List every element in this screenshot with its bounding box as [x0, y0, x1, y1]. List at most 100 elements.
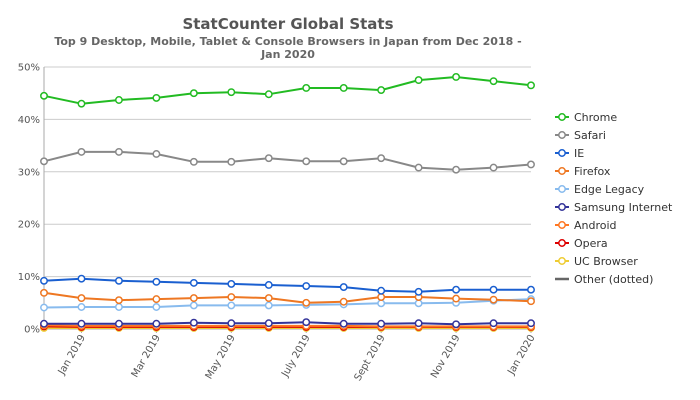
- data-point-ie[interactable]: [527, 285, 535, 294]
- legend-item-ie[interactable]: IE: [555, 147, 584, 160]
- data-point-firefox[interactable]: [452, 294, 461, 303]
- legend-label: Firefox: [574, 165, 611, 178]
- legend-item-opera[interactable]: Opera: [555, 237, 608, 250]
- data-point-safari[interactable]: [302, 157, 311, 166]
- data-point-firefox[interactable]: [302, 298, 311, 307]
- data-point-samsung-internet[interactable]: [40, 319, 48, 328]
- data-point-edge-legacy[interactable]: [114, 303, 123, 311]
- data-point-firefox[interactable]: [189, 294, 198, 303]
- data-point-edge-legacy[interactable]: [152, 303, 161, 311]
- data-point-safari[interactable]: [77, 147, 86, 156]
- data-point-safari[interactable]: [414, 163, 423, 172]
- data-point-chrome[interactable]: [227, 88, 236, 97]
- legend-item-other[interactable]: Other (dotted): [555, 273, 653, 286]
- data-point-samsung-internet[interactable]: [227, 319, 236, 328]
- data-point-chrome[interactable]: [114, 96, 123, 104]
- legend-label: IE: [574, 147, 584, 160]
- data-point-safari[interactable]: [152, 150, 161, 158]
- data-point-samsung-internet[interactable]: [339, 319, 348, 328]
- data-point-edge-legacy[interactable]: [377, 299, 386, 308]
- data-point-ie[interactable]: [40, 276, 48, 285]
- data-point-edge-legacy[interactable]: [264, 301, 273, 310]
- axes: 0% 10% 20% 30% 40% 50% Jan 2019 Mar 2019 May 201…: [18, 63, 538, 384]
- data-point-safari[interactable]: [339, 157, 348, 166]
- data-point-chrome[interactable]: [452, 73, 461, 81]
- x-tick-label: Jan 2019: [56, 333, 88, 378]
- data-point-chrome[interactable]: [527, 81, 535, 90]
- data-point-safari[interactable]: [40, 157, 48, 166]
- data-point-safari[interactable]: [377, 154, 386, 163]
- data-point-firefox[interactable]: [264, 294, 273, 303]
- data-point-ie[interactable]: [377, 286, 386, 295]
- chart-title: StatCounter Global Stats: [182, 15, 393, 33]
- data-point-edge-legacy[interactable]: [77, 303, 86, 311]
- data-point-samsung-internet[interactable]: [77, 319, 86, 328]
- data-point-ie[interactable]: [489, 285, 498, 294]
- legend-item-edge-legacy[interactable]: Edge Legacy: [555, 183, 645, 196]
- data-point-firefox[interactable]: [377, 293, 386, 301]
- data-point-ie[interactable]: [264, 281, 273, 289]
- data-point-safari[interactable]: [452, 165, 461, 174]
- legend-label: Safari: [574, 129, 606, 142]
- data-point-ie[interactable]: [302, 282, 311, 290]
- data-point-samsung-internet[interactable]: [152, 319, 161, 328]
- data-point-samsung-internet[interactable]: [264, 319, 273, 328]
- legend[interactable]: Chrome Safari IE Firefox Edge Legacy Samsung …: [555, 111, 673, 286]
- data-point-edge-legacy[interactable]: [227, 301, 236, 310]
- data-point-safari[interactable]: [114, 147, 123, 156]
- data-point-chrome[interactable]: [489, 77, 498, 86]
- legend-item-firefox[interactable]: Firefox: [555, 165, 611, 178]
- data-point-ie[interactable]: [339, 283, 348, 292]
- data-point-chrome[interactable]: [302, 84, 311, 92]
- data-point-samsung-internet[interactable]: [489, 319, 498, 328]
- data-point-ie[interactable]: [77, 274, 86, 283]
- legend-item-samsung-internet[interactable]: Samsung Internet: [555, 201, 673, 214]
- x-tick-label: Jan 2020: [506, 333, 538, 378]
- data-point-samsung-internet[interactable]: [302, 318, 311, 327]
- legend-marker: [558, 239, 566, 247]
- data-point-samsung-internet[interactable]: [414, 319, 423, 328]
- data-point-firefox[interactable]: [152, 295, 161, 304]
- data-point-ie[interactable]: [114, 276, 123, 285]
- data-point-safari[interactable]: [264, 154, 273, 163]
- data-point-safari[interactable]: [227, 157, 236, 166]
- data-point-ie[interactable]: [452, 285, 461, 294]
- series-line-android: [43, 324, 531, 328]
- data-point-firefox[interactable]: [227, 293, 236, 301]
- data-point-edge-legacy[interactable]: [414, 299, 423, 308]
- data-point-chrome[interactable]: [414, 76, 423, 85]
- data-point-ie[interactable]: [414, 287, 423, 296]
- data-point-chrome[interactable]: [377, 86, 386, 95]
- data-point-firefox[interactable]: [489, 295, 498, 304]
- legend-item-chrome[interactable]: Chrome: [555, 111, 617, 124]
- data-point-safari[interactable]: [189, 157, 198, 166]
- data-point-chrome[interactable]: [264, 90, 273, 99]
- legend-item-safari[interactable]: Safari: [555, 129, 606, 142]
- data-point-safari[interactable]: [527, 160, 535, 169]
- data-point-samsung-internet[interactable]: [114, 319, 123, 328]
- data-point-chrome[interactable]: [40, 91, 48, 100]
- data-point-firefox[interactable]: [114, 296, 123, 305]
- data-point-chrome[interactable]: [152, 93, 161, 102]
- data-point-samsung-internet[interactable]: [527, 319, 535, 328]
- data-point-samsung-internet[interactable]: [452, 320, 461, 329]
- data-point-edge-legacy[interactable]: [189, 301, 198, 310]
- data-point-ie[interactable]: [152, 277, 161, 286]
- legend-item-android[interactable]: Android: [555, 219, 617, 232]
- data-point-firefox[interactable]: [527, 297, 535, 306]
- data-point-samsung-internet[interactable]: [377, 319, 386, 328]
- legend-item-uc-browser[interactable]: UC Browser: [555, 255, 638, 268]
- data-point-safari[interactable]: [489, 163, 498, 172]
- data-point-chrome[interactable]: [339, 84, 348, 92]
- data-point-firefox[interactable]: [77, 294, 86, 303]
- legend-label: UC Browser: [574, 255, 638, 268]
- data-point-chrome[interactable]: [189, 89, 198, 98]
- data-point-chrome[interactable]: [77, 99, 86, 108]
- data-point-firefox[interactable]: [339, 297, 348, 306]
- data-point-ie[interactable]: [189, 278, 198, 287]
- data-point-edge-legacy[interactable]: [40, 303, 48, 312]
- data-point-ie[interactable]: [227, 279, 236, 288]
- data-point-samsung-internet[interactable]: [189, 318, 198, 327]
- data-point-firefox[interactable]: [40, 288, 48, 297]
